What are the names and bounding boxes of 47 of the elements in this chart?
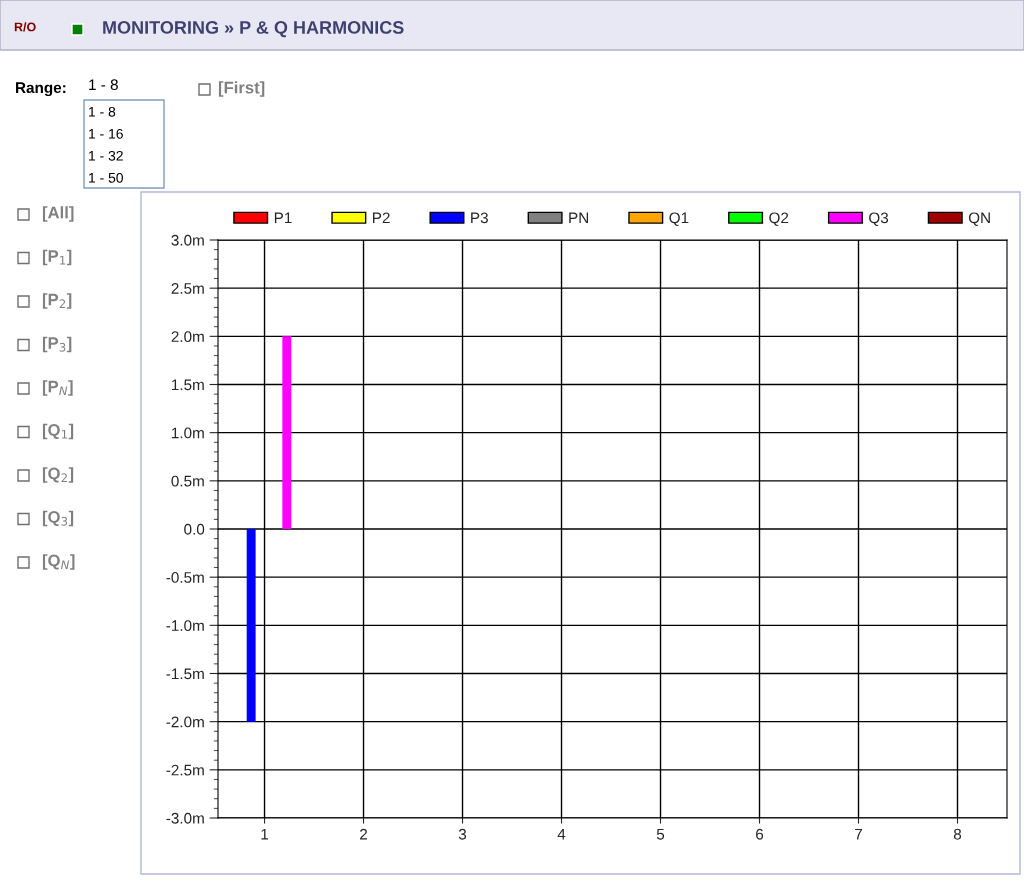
text: [First] — [218, 81, 265, 97]
y-tick-label: -1.0m — [166, 620, 204, 632]
y-tick-label: 2.0m — [171, 331, 204, 343]
text: Range: — [16, 82, 66, 97]
y-tick-label: 0.0 — [184, 523, 205, 535]
y-tick-label: 1.5m — [172, 379, 204, 391]
x-tick-label: 8 — [953, 828, 962, 840]
y-tick-label: 1.0m — [172, 427, 204, 439]
text: [P$_{3}$] — [42, 336, 72, 353]
x-tick-label: 5 — [656, 828, 665, 840]
legend-label: Q3 — [869, 212, 889, 226]
y-tick-label: -1.5m — [166, 668, 204, 680]
x-tick-label: 1 — [261, 828, 269, 840]
y-tick-label: 2.5m — [171, 283, 204, 294]
text: [P$_{N}$] — [42, 380, 73, 396]
text: [P$_{2}$] — [42, 293, 72, 309]
text: [Q$_{1}$] — [42, 423, 74, 440]
x-tick-label: 2 — [360, 828, 368, 840]
legend-label: P3 — [471, 212, 488, 224]
text: [Q$_{N}$] — [42, 554, 75, 570]
y-tick-label: 3.0m — [171, 234, 204, 246]
legend-label: Q1 — [669, 212, 689, 226]
text: R/O — [14, 22, 36, 32]
text: 1 - 8 — [89, 79, 118, 91]
text: [Q$_{3}$] — [42, 510, 74, 527]
legend-label: PN — [569, 212, 589, 224]
y-tick-label: 0.5m — [171, 475, 204, 487]
y-tick-label: -2.0m — [166, 716, 204, 728]
x-tick-label: 4 — [557, 828, 566, 840]
text: 1 - 16 — [89, 128, 123, 139]
text: [All] — [42, 206, 74, 222]
legend-label: QN — [968, 212, 990, 226]
legend-label: P1 — [274, 212, 292, 224]
text: [Q$_{2}$] — [42, 467, 74, 483]
text: [P$_{1}$] — [42, 249, 72, 266]
x-tick-label: 6 — [756, 828, 764, 840]
x-tick-label: 7 — [855, 828, 862, 840]
y-tick-label: -2.5m — [166, 764, 204, 776]
text: 1 - 8 — [89, 106, 116, 117]
y-tick-label: -0.5m — [166, 572, 204, 583]
legend-label: Q2 — [769, 212, 789, 226]
y-tick-label: -3.0m — [166, 812, 204, 824]
text: 1 - 50 — [89, 172, 123, 183]
chart-title: MONITORING » P & Q HARMONICS — [103, 21, 404, 38]
legend-label: P2 — [373, 212, 390, 224]
text: 1 - 32 — [89, 150, 123, 161]
x-tick-label: 3 — [458, 828, 467, 840]
